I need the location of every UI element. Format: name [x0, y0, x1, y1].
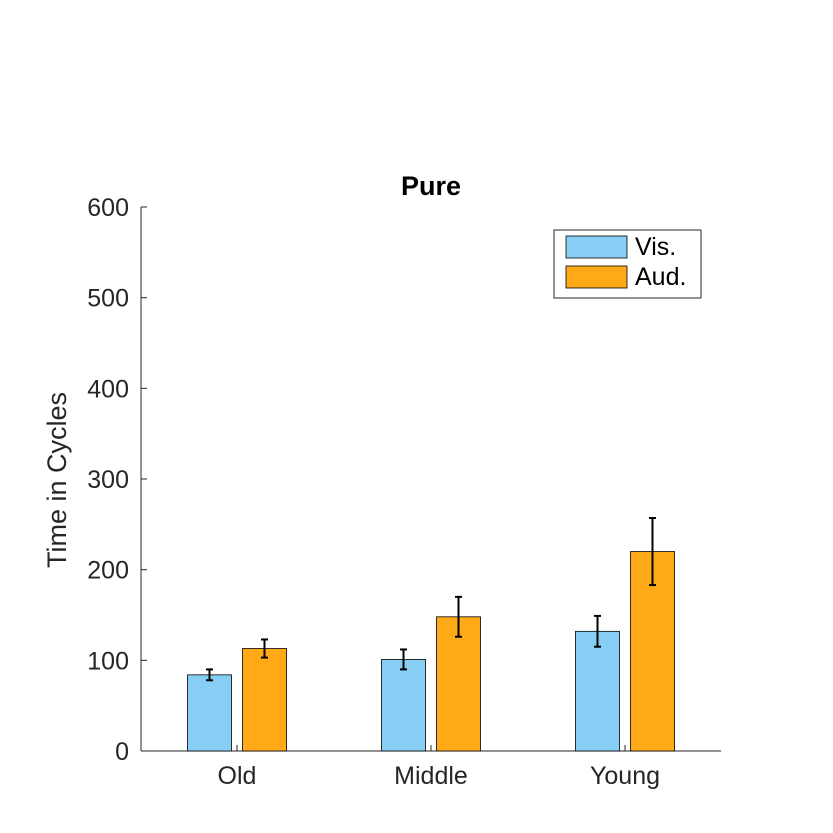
y-tick-label: 400 — [87, 375, 129, 403]
bar — [436, 616, 481, 752]
y-tick-label: 600 — [87, 194, 129, 222]
bar — [381, 659, 426, 752]
x-tick-label: Young — [590, 762, 660, 790]
axes: 0 100 200 300 400 500 600 Old Middle Young — [87, 194, 721, 790]
chart-title: Pure — [401, 171, 461, 201]
y-tick-label: 100 — [87, 647, 129, 675]
legend-label: Vis. — [635, 233, 676, 261]
y-tick-label: 0 — [115, 738, 129, 766]
y-tick-label: 200 — [87, 557, 129, 585]
y-tick-label: 300 — [87, 466, 129, 494]
legend-swatch — [565, 265, 628, 289]
x-tick-label: Middle — [394, 762, 468, 790]
bar — [187, 674, 232, 752]
bars — [187, 516, 675, 752]
y-tick-label: 500 — [87, 285, 129, 313]
x-tick-label: Old — [218, 762, 257, 790]
legend-label: Aud. — [635, 263, 686, 291]
legend: Vis.Aud. — [553, 229, 702, 299]
legend-swatch — [565, 235, 628, 259]
bar — [242, 648, 287, 752]
bar — [575, 630, 620, 752]
y-axis-label: Time in Cycles — [42, 392, 72, 568]
